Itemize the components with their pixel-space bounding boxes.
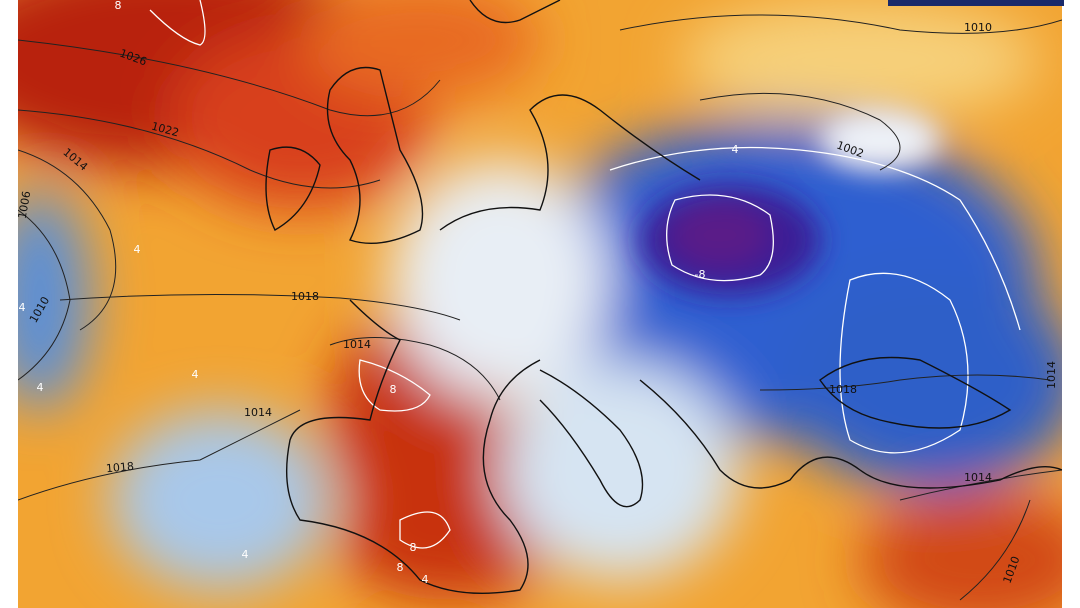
isotherm-label: 4 <box>37 381 44 394</box>
logo-bar <box>888 0 1064 6</box>
isobar-label: 1014 <box>343 338 371 351</box>
isobar-label: 1014 <box>1045 361 1058 389</box>
coastlines <box>265 0 1062 595</box>
isotherm-label: 8 <box>410 541 417 554</box>
isobar-label: 1014 <box>964 471 992 484</box>
isotherm-label: -8 <box>695 268 706 281</box>
isotherm-label: 8 <box>115 0 122 12</box>
isobar-label: 1018 <box>829 383 857 396</box>
isotherms <box>149 0 1021 549</box>
isobar-label: 1010 <box>964 21 992 34</box>
isobar-label: 1014 <box>244 406 272 419</box>
isotherm-label: 4 <box>134 243 141 256</box>
isotherm-label: 4 <box>192 368 199 381</box>
isotherm-label: 4 <box>732 143 739 156</box>
isotherm-label: 4 <box>19 301 26 314</box>
isobar-label: 1018 <box>291 290 319 303</box>
isobar-label: 1018 <box>105 460 134 475</box>
isotherm-label: 4 <box>242 548 249 561</box>
isotherm-label: 4 <box>422 573 429 586</box>
isobar-label: 1006 <box>16 190 34 220</box>
isobars <box>18 14 1062 601</box>
isotherm-label: 8 <box>390 383 397 396</box>
isotherm-label: 8 <box>397 561 404 574</box>
